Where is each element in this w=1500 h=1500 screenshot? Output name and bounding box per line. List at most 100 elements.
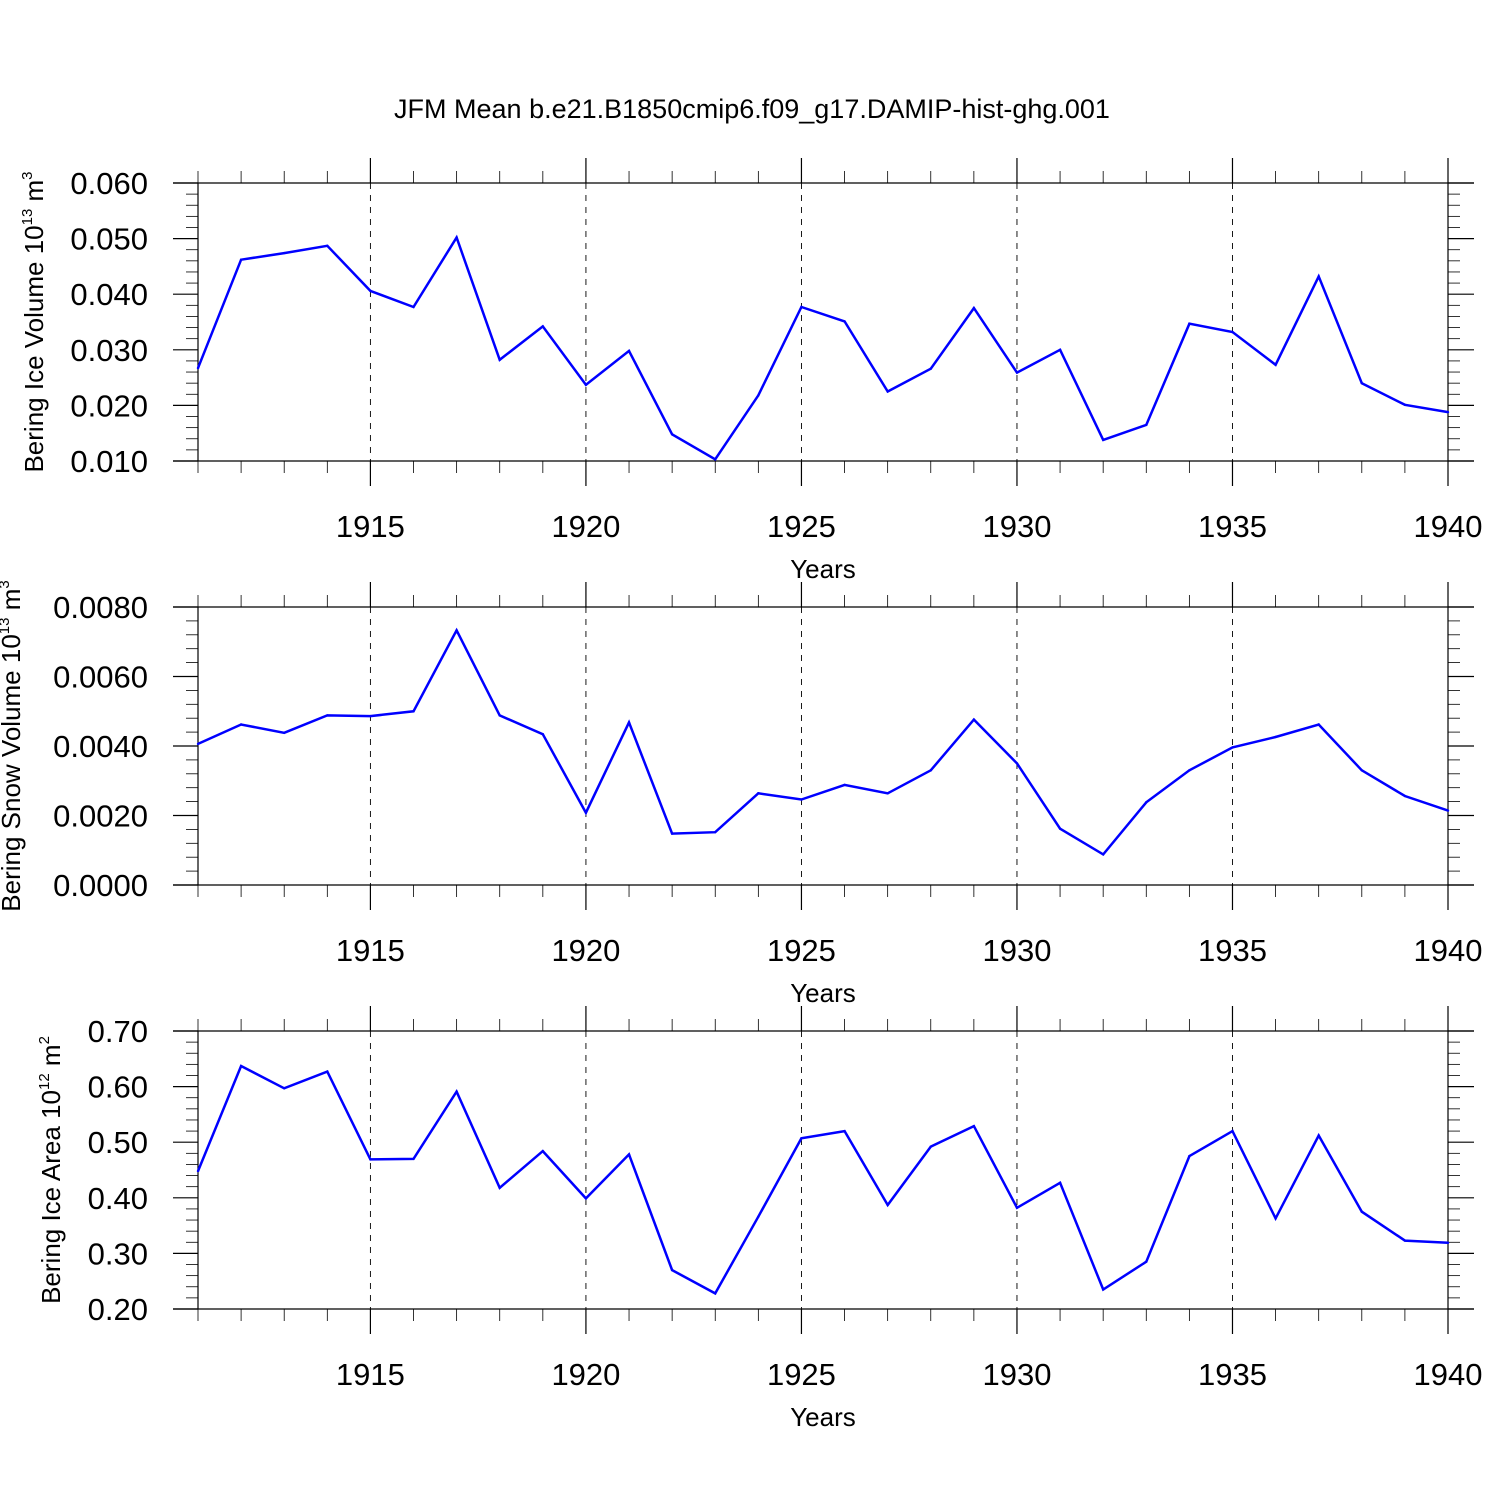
data-point	[369, 714, 372, 718]
y-axis-label: Bering Ice Area 1012 m2	[36, 1036, 66, 1304]
y-axis-label: Bering Snow Volume 1013 m3	[0, 580, 26, 911]
data-point	[326, 1070, 329, 1073]
data-point	[929, 769, 932, 772]
data-point	[1015, 371, 1019, 374]
data-point	[1101, 438, 1105, 442]
data-point	[843, 1129, 846, 1133]
data-point	[886, 390, 889, 393]
data-point	[1446, 1241, 1450, 1245]
x-axis-label: Years	[790, 978, 856, 1008]
data-point	[541, 325, 545, 328]
data-point	[886, 1203, 889, 1207]
y-tick-label: 0.50	[88, 1125, 148, 1160]
x-tick-label: 1930	[982, 509, 1051, 544]
y-tick-label: 0.60	[88, 1070, 148, 1105]
y-tick-label: 0.030	[70, 333, 148, 368]
data-point	[541, 732, 545, 736]
series-line	[196, 1064, 1449, 1296]
data-point	[1188, 322, 1191, 325]
data-point	[627, 721, 631, 724]
data-point	[498, 358, 501, 362]
data-point	[1145, 1260, 1148, 1263]
data-point	[196, 742, 200, 746]
data-point	[1058, 827, 1062, 830]
data-point	[412, 305, 415, 309]
data-point	[800, 305, 803, 309]
data-point	[1145, 423, 1148, 427]
data-point	[1101, 1288, 1105, 1291]
data-point	[239, 1064, 243, 1068]
data-point	[1360, 381, 1363, 385]
data-point	[1231, 746, 1234, 749]
data-point	[1231, 1129, 1234, 1133]
data-point	[843, 320, 846, 323]
data-point	[1317, 1134, 1320, 1137]
x-tick-label: 1940	[1414, 509, 1483, 544]
data-point	[670, 832, 674, 835]
data-point	[1403, 794, 1407, 798]
x-tick-label: 1930	[982, 933, 1051, 968]
x-tick-label: 1940	[1414, 1357, 1483, 1392]
y-tick-label: 0.0000	[53, 868, 148, 903]
x-tick-label: 1920	[551, 1357, 620, 1392]
data-point	[670, 1268, 674, 1272]
data-point	[1446, 809, 1450, 812]
data-point	[929, 367, 932, 370]
data-point	[1188, 1154, 1191, 1158]
data-point	[1015, 762, 1019, 765]
data-point	[283, 1087, 286, 1090]
data-point	[972, 306, 976, 310]
data-point	[455, 236, 458, 239]
y-tick-label: 0.0040	[53, 729, 148, 764]
y-tick-label: 0.060	[70, 166, 148, 201]
data-point	[196, 366, 200, 370]
data-point	[714, 458, 717, 461]
y-tick-label: 0.70	[88, 1014, 148, 1049]
data-point	[627, 1153, 631, 1156]
data-point	[1446, 410, 1450, 414]
x-tick-label: 1915	[336, 933, 405, 968]
y-tick-label: 0.0080	[53, 590, 148, 625]
data-point	[714, 1292, 717, 1295]
data-point	[800, 1137, 803, 1140]
data-point	[1274, 363, 1277, 367]
data-point	[972, 1124, 976, 1128]
x-tick-label: 1940	[1414, 933, 1483, 968]
data-point	[757, 1215, 760, 1218]
data-point	[627, 349, 631, 353]
x-tick-label: 1915	[336, 509, 405, 544]
data-point	[498, 714, 501, 717]
x-axis-label: Years	[790, 554, 856, 584]
data-point	[239, 723, 243, 726]
chart-title: JFM Mean b.e21.B1850cmip6.f09_g17.DAMIP-…	[394, 94, 1110, 124]
x-axis-label: Years	[790, 1402, 856, 1432]
data-point	[757, 792, 760, 795]
data-point	[369, 289, 372, 293]
data-point	[498, 1186, 501, 1189]
data-point	[1058, 348, 1062, 351]
data-point	[1145, 801, 1148, 804]
x-tick-label: 1915	[336, 1357, 405, 1392]
x-tick-label: 1930	[982, 1357, 1051, 1392]
series-line	[197, 627, 1449, 857]
data-point	[1403, 1239, 1407, 1242]
data-point	[369, 1158, 372, 1161]
data-point	[1274, 735, 1277, 739]
chart-panel-2: 1915 1920 1925 1930 1935 1940 0.0000 0.0020 0.00…	[0, 580, 1482, 1008]
data-point	[929, 1145, 932, 1148]
data-point	[1360, 769, 1363, 772]
data-point	[1317, 723, 1320, 726]
data-point	[455, 1090, 458, 1093]
data-point	[283, 251, 286, 255]
y-tick-label: 0.20	[88, 1292, 148, 1327]
data-point	[455, 629, 458, 632]
data-point	[196, 1169, 200, 1173]
y-tick-label: 0.40	[88, 1181, 148, 1216]
data-point	[326, 244, 329, 248]
x-tick-label: 1920	[551, 509, 620, 544]
data-point	[239, 258, 243, 261]
data-point	[714, 830, 717, 834]
data-point	[1274, 1217, 1277, 1220]
data-point	[757, 394, 760, 397]
